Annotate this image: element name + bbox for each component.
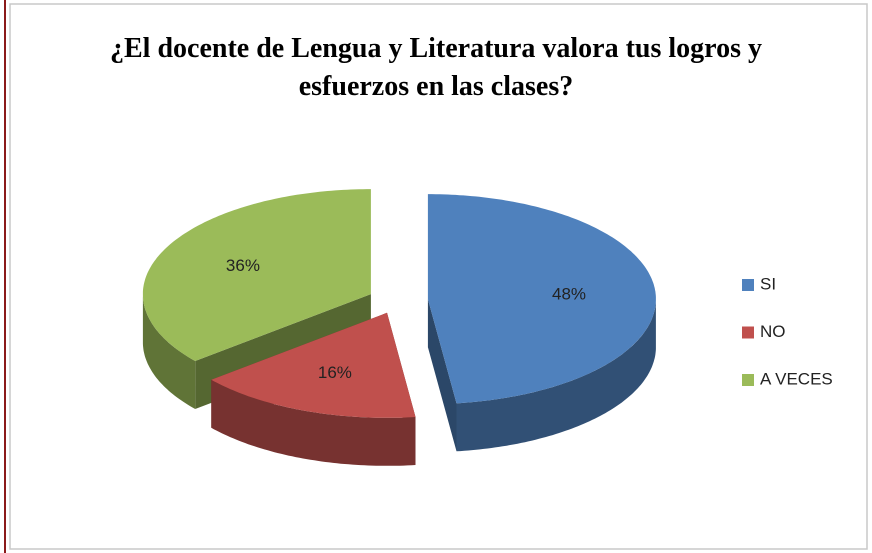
slice: [142, 189, 371, 361]
legend-label: SI: [760, 274, 776, 293]
slice-side: [427, 299, 457, 452]
data-label: 48%: [552, 285, 586, 304]
legend-label: A VECES: [760, 369, 833, 388]
slice-wall: [142, 294, 196, 409]
chart-frame: [9, 3, 868, 550]
legend-swatch: [742, 374, 754, 386]
slice-wall: [211, 379, 416, 466]
data-label: 16%: [318, 363, 352, 382]
slice: [427, 194, 656, 404]
slice: [211, 312, 416, 418]
legend-swatch: [742, 326, 754, 339]
chart-title: ¿El docente de Lengua y Literatura valor…: [109, 33, 762, 102]
slice-wall: [456, 299, 656, 452]
data-label: 36%: [226, 256, 260, 275]
legend-swatch: [742, 279, 754, 291]
legend-label: NO: [760, 322, 786, 341]
